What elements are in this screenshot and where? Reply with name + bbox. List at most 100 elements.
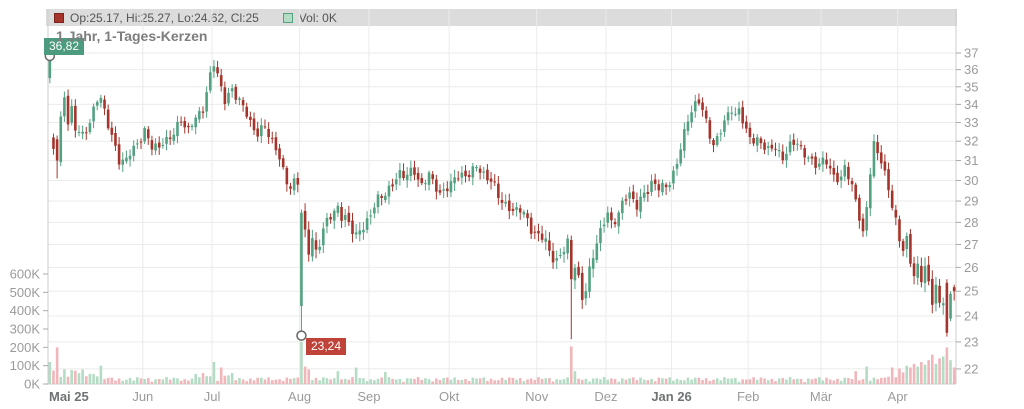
candle-body bbox=[617, 212, 620, 227]
volume-bar bbox=[103, 379, 106, 384]
volume-bar bbox=[63, 369, 66, 384]
month-label: Nov bbox=[525, 389, 549, 404]
legend-item-volume[interactable]: Vol: 0K bbox=[282, 11, 337, 25]
candle-body bbox=[781, 151, 785, 161]
volume-bar bbox=[526, 379, 529, 384]
candle-body bbox=[256, 128, 259, 137]
candle-body bbox=[522, 211, 526, 215]
candle-body bbox=[901, 241, 905, 251]
candle-body bbox=[92, 106, 95, 122]
candle-body bbox=[322, 228, 325, 246]
volume-bar bbox=[847, 378, 850, 384]
volume-bar bbox=[923, 364, 927, 384]
volume-bar bbox=[901, 372, 905, 384]
candle-body bbox=[274, 137, 278, 151]
candle-body bbox=[934, 284, 938, 304]
candle-body bbox=[325, 217, 329, 227]
volume-bar bbox=[843, 377, 847, 384]
volume-tick-label: 400K bbox=[10, 303, 41, 318]
volume-bar bbox=[128, 377, 132, 384]
candle-body bbox=[792, 139, 796, 145]
volume-bar bbox=[438, 379, 442, 384]
volume-bar bbox=[865, 366, 868, 384]
candle-body bbox=[351, 220, 354, 234]
candle-body bbox=[424, 183, 427, 185]
candle-body bbox=[482, 171, 486, 173]
candle-body bbox=[540, 233, 544, 240]
volume-bar bbox=[748, 379, 752, 384]
candle-body bbox=[941, 303, 945, 306]
ohlc-legend-swatch-icon bbox=[54, 12, 64, 23]
candle-body bbox=[642, 192, 646, 198]
candle-body bbox=[650, 181, 653, 192]
candle-body bbox=[653, 179, 657, 184]
volume-bar bbox=[697, 377, 701, 384]
volume-bar bbox=[467, 381, 471, 384]
volume-bar bbox=[745, 379, 748, 384]
candle-body bbox=[843, 165, 847, 177]
volume-bar bbox=[420, 379, 424, 384]
candle-body bbox=[416, 172, 420, 180]
candle-body bbox=[952, 287, 956, 292]
volume-bar bbox=[952, 367, 956, 384]
candle-body bbox=[449, 181, 453, 193]
month-label: Aug bbox=[288, 389, 311, 404]
volume-bar bbox=[515, 379, 518, 384]
candle-body bbox=[559, 254, 562, 256]
candle-body bbox=[613, 221, 617, 225]
candle-body bbox=[770, 144, 774, 149]
candle-body bbox=[402, 170, 405, 179]
volume-bar bbox=[362, 378, 365, 384]
volume-bar bbox=[74, 370, 77, 384]
candle-body bbox=[628, 192, 631, 199]
volume-bar bbox=[832, 380, 836, 384]
candle-body bbox=[693, 101, 697, 112]
volume-bar bbox=[256, 377, 259, 384]
volume-bar bbox=[562, 379, 566, 384]
volume-bar bbox=[661, 378, 664, 384]
candle-body bbox=[278, 148, 281, 160]
candle-body bbox=[734, 114, 737, 116]
volume-bar bbox=[394, 379, 398, 384]
candle-body bbox=[110, 127, 114, 135]
candle-body bbox=[657, 184, 661, 191]
volume-bar bbox=[905, 365, 909, 384]
candle-body bbox=[551, 250, 555, 263]
candle-body bbox=[311, 238, 314, 257]
volume-bar bbox=[168, 379, 172, 384]
volume-bar bbox=[252, 380, 256, 384]
volume-bar bbox=[559, 379, 562, 384]
candle-body bbox=[318, 246, 321, 251]
volume-bar bbox=[435, 378, 438, 384]
candle-body bbox=[602, 224, 606, 227]
candle-body bbox=[136, 143, 139, 145]
volume-bar bbox=[143, 378, 146, 384]
volume-bar bbox=[679, 380, 682, 384]
candle-body bbox=[95, 101, 99, 106]
volume-bar bbox=[234, 380, 238, 384]
volume-bar bbox=[755, 379, 759, 384]
candle-body bbox=[446, 188, 449, 192]
volume-bar bbox=[318, 380, 321, 384]
candle-body bbox=[930, 278, 934, 305]
volume-bar bbox=[471, 377, 475, 384]
candle-body bbox=[59, 116, 63, 163]
volume-bar bbox=[646, 380, 650, 384]
month-label: Apr bbox=[888, 389, 909, 404]
volume-bar bbox=[595, 378, 599, 384]
candle-body bbox=[796, 143, 799, 145]
candle-body bbox=[300, 212, 303, 307]
volume-bar bbox=[898, 368, 901, 384]
volume-bar bbox=[777, 378, 781, 384]
candle-body bbox=[807, 157, 810, 159]
candle-body bbox=[584, 291, 588, 299]
candle-body bbox=[500, 199, 504, 203]
volume-bar bbox=[493, 380, 497, 384]
volume-bar bbox=[726, 378, 730, 384]
candle-body bbox=[752, 138, 755, 144]
candle-body bbox=[212, 66, 216, 72]
volume-bar bbox=[606, 379, 610, 384]
candle-body bbox=[927, 264, 930, 282]
volume-tick-label: 100K bbox=[10, 358, 41, 373]
